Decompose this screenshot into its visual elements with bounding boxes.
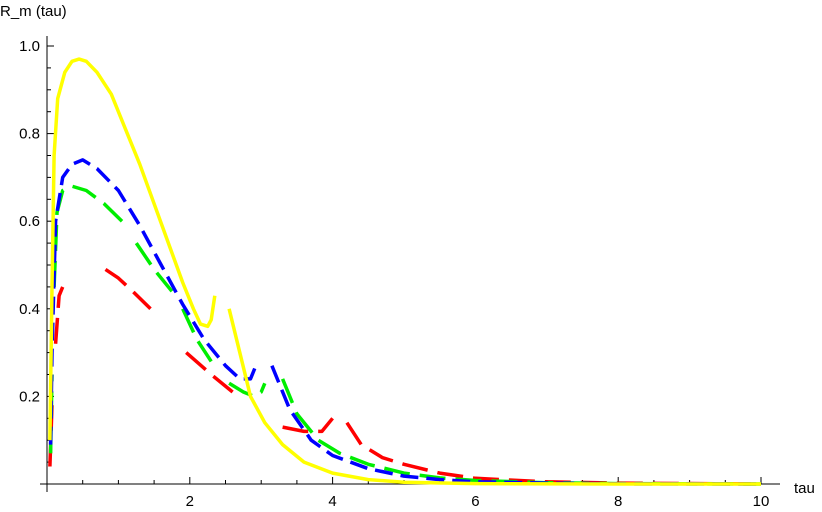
series-line	[48, 158, 260, 445]
x-tick-label: 8	[614, 493, 622, 510]
x-axis-label: tau	[794, 480, 815, 497]
series-line	[185, 351, 234, 394]
series-2	[48, 184, 762, 486]
series-1	[48, 267, 762, 486]
axes: 2 4 6 8 10 0.2 0.4 0.6 0.8 1.0	[19, 36, 780, 510]
series-line	[52, 184, 124, 287]
y-tick-label: 0.6	[19, 213, 40, 230]
y-tick-label: 0.2	[19, 388, 40, 405]
series-line	[134, 242, 174, 293]
series-line	[228, 381, 267, 399]
series-line	[53, 286, 65, 344]
plot-area	[48, 57, 762, 486]
x-tick-label: 2	[186, 493, 194, 510]
series-line	[270, 365, 762, 486]
y-tick-label: 0.4	[19, 301, 40, 318]
series-line	[48, 57, 217, 441]
x-tick-label: 10	[753, 493, 770, 510]
y-tick-label: 0.8	[19, 126, 40, 143]
series-4	[48, 57, 761, 486]
series-line	[282, 417, 334, 434]
series-line	[104, 267, 152, 311]
x-tick-label: 4	[328, 493, 336, 510]
y-tick-label: 1.0	[19, 38, 40, 55]
series-line	[181, 308, 213, 363]
series-line	[227, 308, 761, 486]
x-tick-label: 6	[471, 493, 479, 510]
y-axis-label: R_m (tau)	[0, 3, 67, 20]
